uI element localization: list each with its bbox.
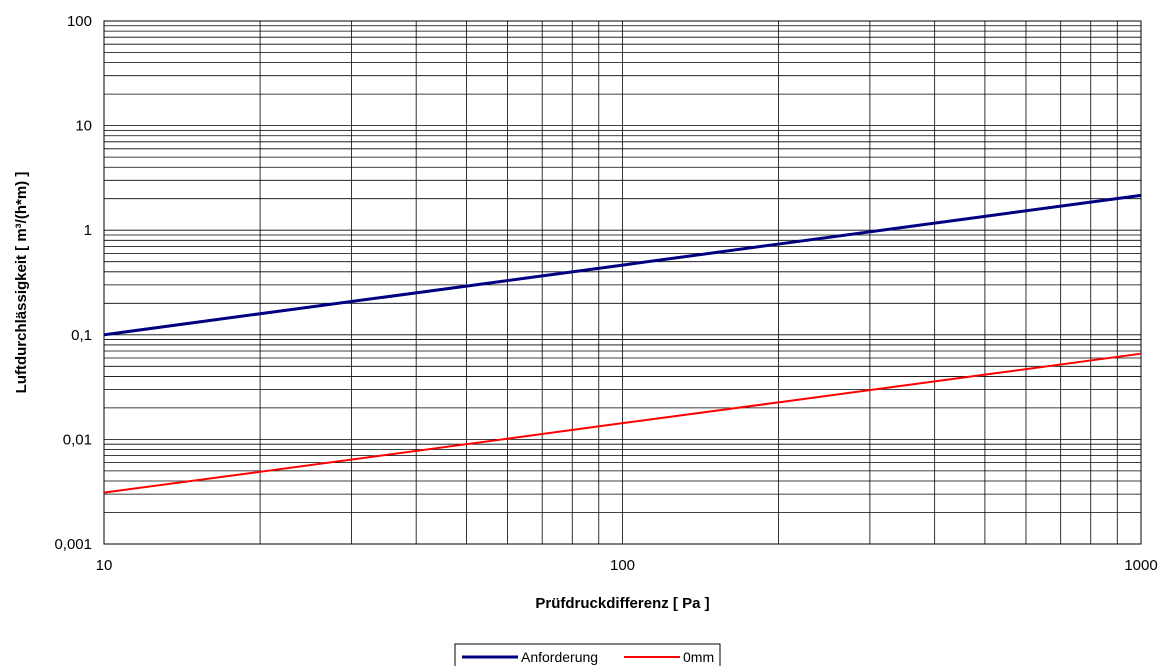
legend-label-0mm: 0mm xyxy=(683,649,714,665)
y-tick-label: 0,01 xyxy=(63,431,92,448)
y-tick-label: 0,001 xyxy=(54,536,92,553)
tick-labels: 10 100 1000 0,001 0,01 0,1 1 10 100 xyxy=(54,13,1157,574)
y-tick-label: 10 xyxy=(75,118,92,135)
y-tick-label: 0,1 xyxy=(71,327,92,344)
plot-area xyxy=(103,20,1142,545)
legend-label-anforderung: Anforderung xyxy=(521,649,598,665)
grid xyxy=(103,21,1141,545)
y-tick-label: 1 xyxy=(84,222,92,239)
x-tick-label: 10 xyxy=(96,557,113,574)
x-axis-title: Prüfdruckdifferenz [ Pa ] xyxy=(535,595,709,612)
legend-box xyxy=(454,643,721,666)
y-axis-title: Luftdurchlässigkeit [ m³/(h*m) ] xyxy=(13,172,30,394)
x-tick-label: 100 xyxy=(610,557,635,574)
series-line-anforderung xyxy=(103,193,1142,337)
series-layer xyxy=(103,193,1142,494)
y-tick-label: 100 xyxy=(67,13,92,30)
legend: Anforderung 0mm xyxy=(454,643,721,666)
x-tick-label: 1000 xyxy=(1124,557,1157,574)
series-line-0mm xyxy=(103,352,1142,494)
